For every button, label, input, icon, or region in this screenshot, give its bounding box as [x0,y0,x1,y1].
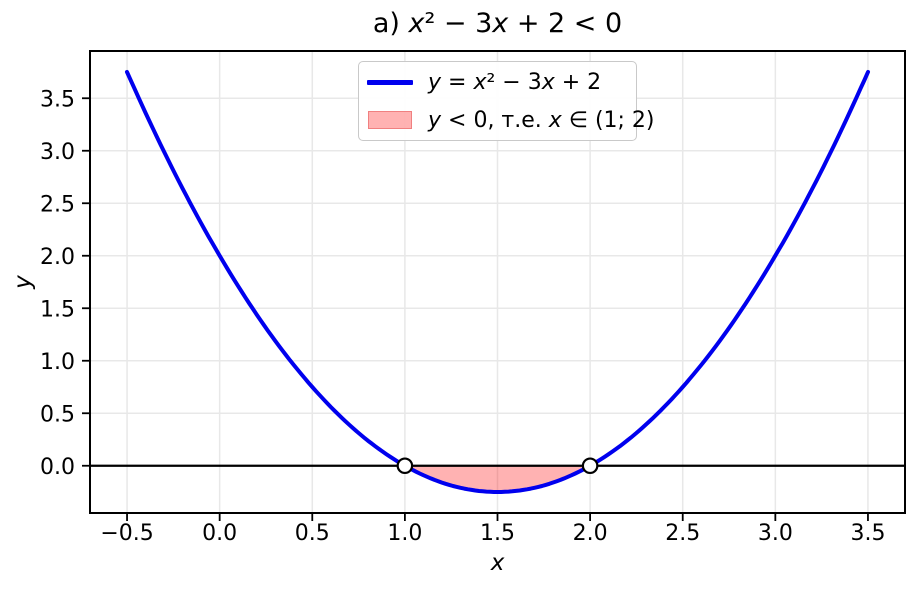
legend-line-swatch [367,79,413,85]
shaded-region [404,465,591,492]
y-tick-label: 3.5 [40,87,75,112]
y-tick-label: 2.5 [40,192,75,217]
legend: y = x² − 3x + 2 y < 0, т.е. x ∈ (1; 2) [358,61,655,141]
y-tick-label: 1.0 [40,350,75,375]
parabola-curve [125,70,870,494]
x-axis-label: x [490,550,505,576]
y-tick-label: 1.5 [40,297,75,322]
legend-label-curve: y = x² − 3x + 2 [428,69,602,95]
legend-line-swatch-holder [367,79,413,85]
y-tick-label: 3.0 [40,140,75,165]
legend-patch-swatch [368,111,412,129]
x-tick-label: 3.0 [758,521,793,546]
x-tick-label: 0.5 [295,521,330,546]
root-marker [581,457,599,475]
chart-title: a) x² − 3x + 2 < 0 [372,8,623,39]
y-tick-label: 2.0 [40,245,75,270]
y-axis-label: y [10,275,36,289]
x-tick-label: 1.0 [387,521,422,546]
y-tick-label: 0.0 [40,455,75,480]
x-tick-label: 3.5 [850,521,885,546]
root-marker [396,457,414,475]
x-tick-label: 2.0 [573,521,608,546]
x-tick-label: −0.5 [100,521,153,546]
legend-entry-region: y < 0, т.е. x ∈ (1; 2) [367,101,655,139]
x-tick-label: 0.0 [202,521,237,546]
x-tick-label: 1.5 [480,521,515,546]
y-tick-label: 0.5 [40,402,75,427]
x-tick-label: 2.5 [665,521,700,546]
legend-label-region: y < 0, т.е. x ∈ (1; 2) [428,107,655,133]
legend-entry-curve: y = x² − 3x + 2 [367,63,628,101]
legend-patch-swatch-holder [367,111,413,129]
